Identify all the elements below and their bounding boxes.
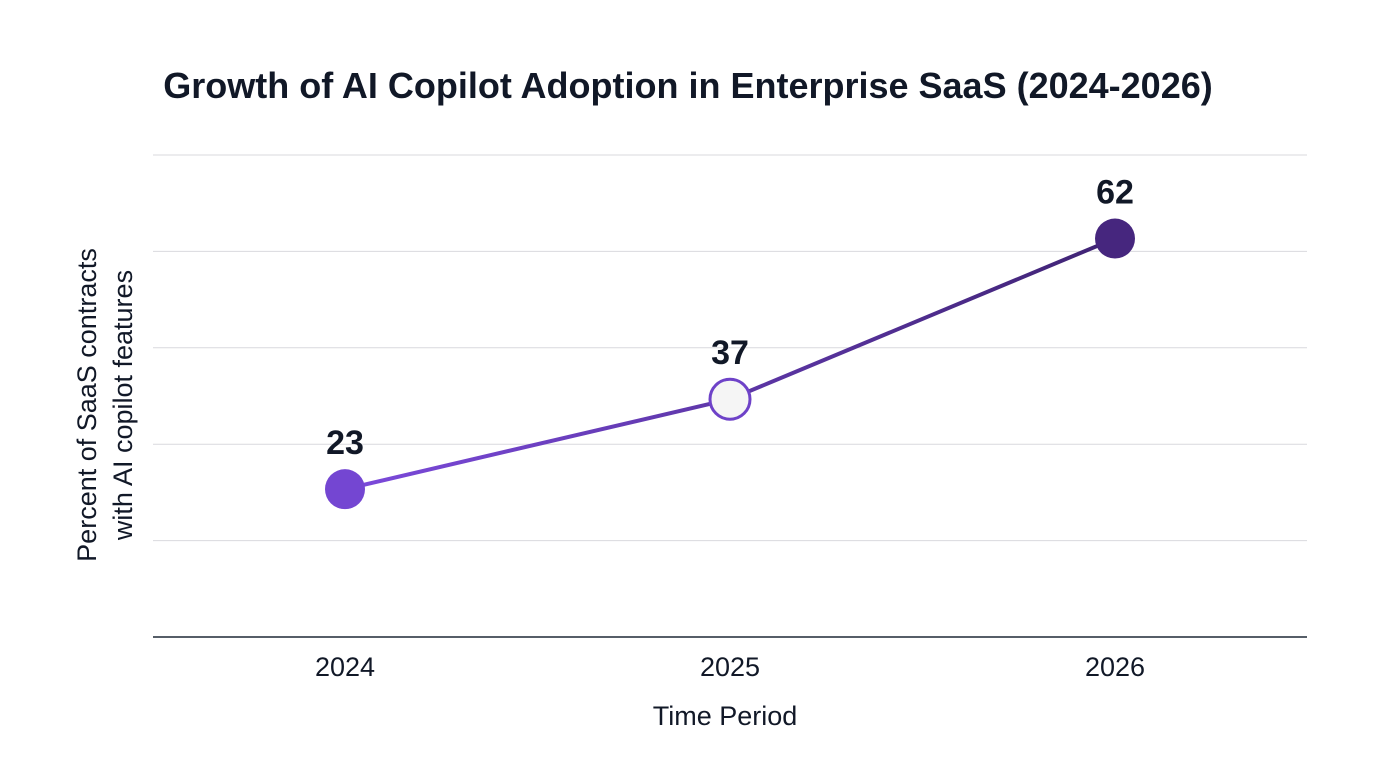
data-point-2024 (325, 469, 365, 510)
chart-title: Growth of AI Copilot Adoption in Enterpr… (163, 65, 1212, 106)
y-axis-title: Percent of SaaS contracts with AI copilo… (72, 248, 138, 562)
y-axis-title-line-1: Percent of SaaS contracts (72, 248, 102, 562)
x-tick-label-2025: 2025 (700, 652, 760, 682)
x-tick-label-2024: 2024 (315, 652, 375, 682)
data-labels: 23 37 62 (326, 174, 1134, 463)
data-label-2026: 62 (1096, 174, 1134, 212)
data-label-2024: 23 (326, 424, 364, 462)
y-axis-title-line-2: with AI copilot features (108, 270, 138, 541)
data-point-2025 (708, 377, 752, 421)
data-point-2026 (1095, 218, 1135, 259)
x-tick-labels: 2024 2025 2026 (315, 652, 1145, 682)
x-axis-title: Time Period (653, 701, 798, 731)
data-label-2025: 37 (711, 334, 749, 372)
series-points (325, 218, 1135, 510)
x-tick-label-2026: 2026 (1085, 652, 1145, 682)
